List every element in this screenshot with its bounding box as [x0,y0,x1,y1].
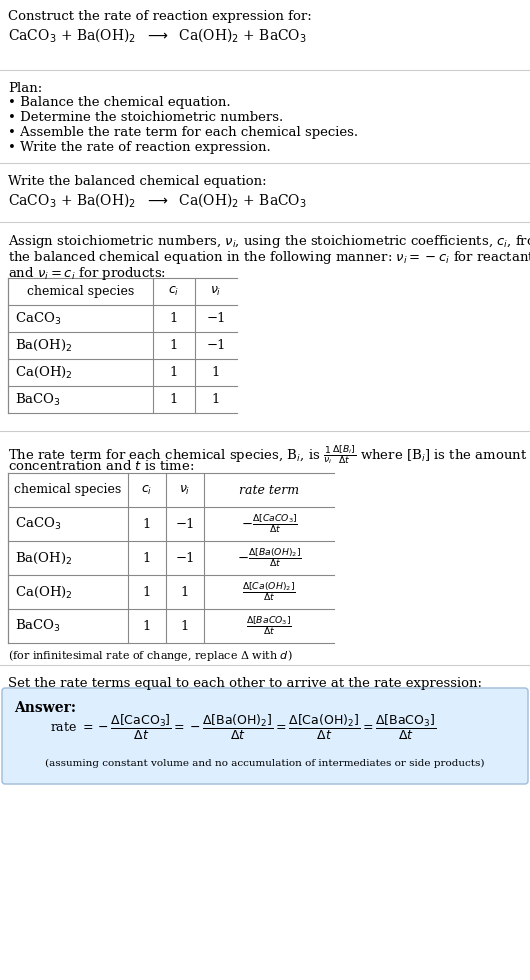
Text: CaCO$_3$: CaCO$_3$ [15,515,61,532]
Text: CaCO$_3$ + Ba(OH)$_2$  $\longrightarrow$  Ca(OH)$_2$ + BaCO$_3$: CaCO$_3$ + Ba(OH)$_2$ $\longrightarrow$ … [8,26,307,44]
Text: 1: 1 [170,393,178,406]
Text: 1: 1 [170,339,178,352]
Text: −1: −1 [175,517,195,530]
Text: 1: 1 [143,517,151,530]
Text: −1: −1 [206,339,226,352]
Text: $-\frac{\Delta[Ba(OH)_2]}{\Delta t}$: $-\frac{\Delta[Ba(OH)_2]}{\Delta t}$ [237,547,302,569]
Text: • Assemble the rate term for each chemical species.: • Assemble the rate term for each chemic… [8,126,358,139]
Text: chemical species: chemical species [27,285,134,298]
Text: $\frac{\Delta[BaCO_3]}{\Delta t}$: $\frac{\Delta[BaCO_3]}{\Delta t}$ [246,614,292,637]
Text: Plan:: Plan: [8,82,42,95]
Text: BaCO$_3$: BaCO$_3$ [15,618,61,634]
Text: 1: 1 [143,552,151,564]
Text: • Write the rate of reaction expression.: • Write the rate of reaction expression. [8,141,271,154]
Text: Ba(OH)$_2$: Ba(OH)$_2$ [15,551,73,565]
Text: CaCO$_3$: CaCO$_3$ [15,311,61,326]
Text: Assign stoichiometric numbers, $\nu_i$, using the stoichiometric coefficients, $: Assign stoichiometric numbers, $\nu_i$, … [8,233,530,250]
Text: −1: −1 [175,552,195,564]
Text: Construct the rate of reaction expression for:: Construct the rate of reaction expressio… [8,10,312,23]
Text: 1: 1 [212,366,220,379]
Text: • Determine the stoichiometric numbers.: • Determine the stoichiometric numbers. [8,111,283,124]
Text: chemical species: chemical species [14,483,121,497]
Text: Ca(OH)$_2$: Ca(OH)$_2$ [15,365,73,380]
Text: 1: 1 [181,585,189,599]
Text: and $\nu_i = c_i$ for products:: and $\nu_i = c_i$ for products: [8,265,166,282]
Text: $c_i$: $c_i$ [169,285,180,298]
Text: • Balance the chemical equation.: • Balance the chemical equation. [8,96,231,109]
Text: CaCO$_3$ + Ba(OH)$_2$  $\longrightarrow$  Ca(OH)$_2$ + BaCO$_3$: CaCO$_3$ + Ba(OH)$_2$ $\longrightarrow$ … [8,191,307,209]
Text: $\nu_i$: $\nu_i$ [210,285,222,298]
Text: $-\frac{\Delta[CaCO_3]}{\Delta t}$: $-\frac{\Delta[CaCO_3]}{\Delta t}$ [241,513,297,535]
Text: 1: 1 [143,619,151,632]
Text: 1: 1 [143,585,151,599]
Text: Set the rate terms equal to each other to arrive at the rate expression:: Set the rate terms equal to each other t… [8,677,482,690]
Text: 1: 1 [170,366,178,379]
Text: $\nu_i$: $\nu_i$ [179,483,191,497]
Text: 1: 1 [170,312,178,325]
Text: 1: 1 [181,619,189,632]
Text: Ba(OH)$_2$: Ba(OH)$_2$ [15,338,73,353]
FancyBboxPatch shape [2,688,528,784]
Text: Answer:: Answer: [14,701,76,715]
Text: $\frac{\Delta[Ca(OH)_2]}{\Delta t}$: $\frac{\Delta[Ca(OH)_2]}{\Delta t}$ [242,580,296,604]
Text: (assuming constant volume and no accumulation of intermediates or side products): (assuming constant volume and no accumul… [45,759,485,768]
Text: BaCO$_3$: BaCO$_3$ [15,391,61,408]
Text: $c_i$: $c_i$ [142,483,153,497]
Text: The rate term for each chemical species, B$_i$, is $\frac{1}{\nu_i}\frac{\Delta[: The rate term for each chemical species,… [8,443,527,466]
Text: the balanced chemical equation in the following manner: $\nu_i = -c_i$ for react: the balanced chemical equation in the fo… [8,249,530,266]
Text: −1: −1 [206,312,226,325]
Text: rate term: rate term [239,483,299,497]
Text: (for infinitesimal rate of change, replace Δ with $d$): (for infinitesimal rate of change, repla… [8,648,293,663]
Text: Write the balanced chemical equation:: Write the balanced chemical equation: [8,175,267,188]
Text: Ca(OH)$_2$: Ca(OH)$_2$ [15,584,73,600]
Text: rate $= -\dfrac{\Delta[\mathrm{CaCO}_3]}{\Delta t} = -\dfrac{\Delta[\mathrm{Ba(O: rate $= -\dfrac{\Delta[\mathrm{CaCO}_3]}… [50,712,436,742]
Text: concentration and $t$ is time:: concentration and $t$ is time: [8,459,195,473]
Text: 1: 1 [212,393,220,406]
